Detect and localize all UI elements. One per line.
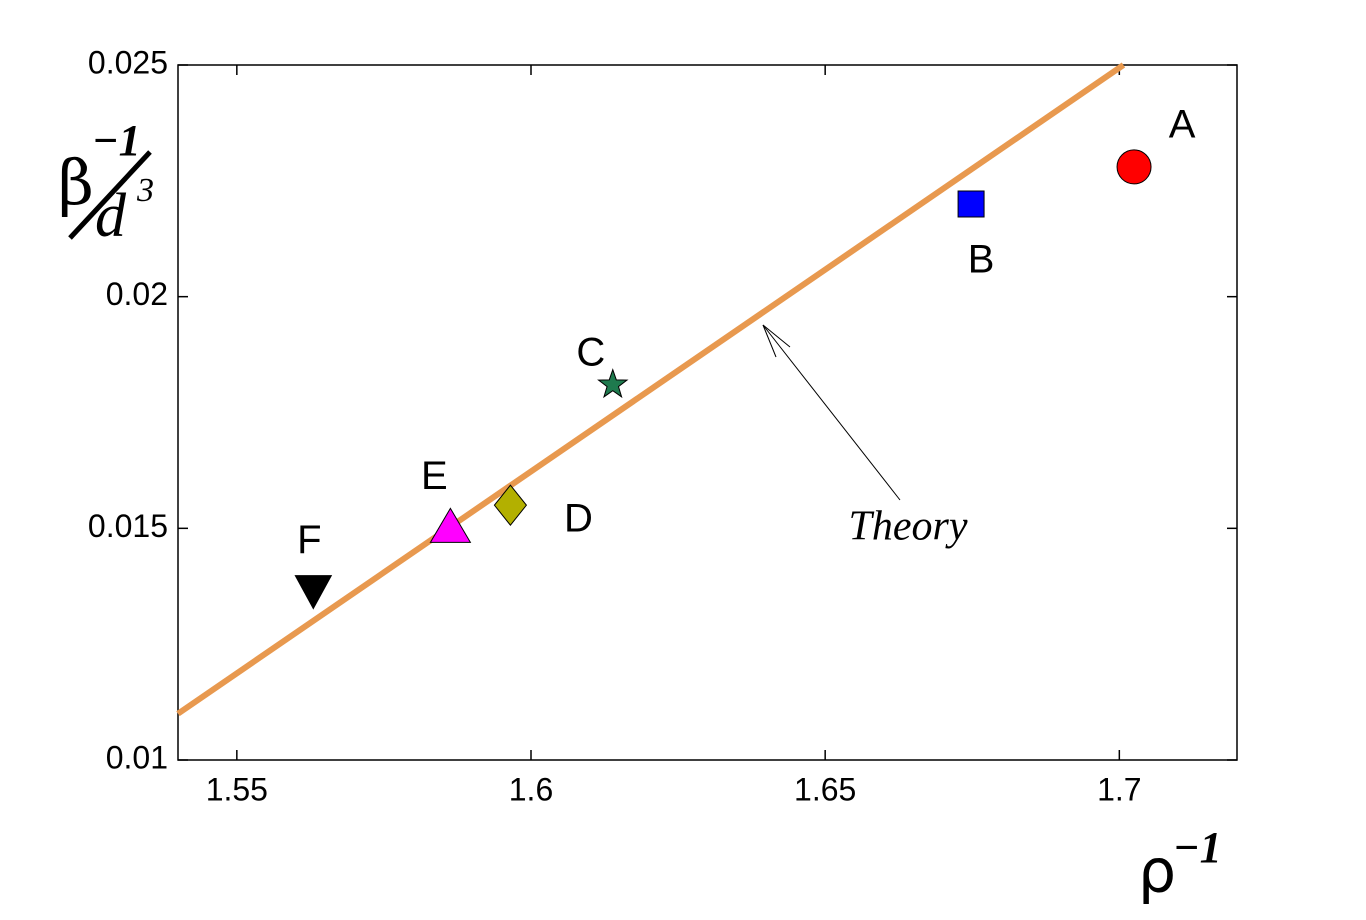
x-tick-label: 1.7 [1097,771,1141,807]
y-tick-label: 0.015 [88,508,168,544]
x-tick-label: 1.55 [206,771,268,807]
point-label: F [297,518,321,562]
annotation-text: Theory [849,504,968,550]
annotation-arrowhead [762,324,791,358]
marker [429,507,472,543]
y-label-slash [68,150,152,240]
marker [1116,149,1152,185]
y-tick-label: 0.02 [106,276,168,312]
x-tick-label: 1.6 [509,771,553,807]
point-label: C [576,330,605,374]
point-label: B [968,238,995,282]
x-label-base: ρ [1138,837,1176,907]
marker [294,575,333,610]
point-label: E [421,454,448,498]
y-label-numerator: β [58,146,94,219]
point-label: A [1169,102,1196,146]
marker [493,484,528,526]
marker [597,368,629,399]
x-label-sup: −1 [1173,823,1222,872]
y-axis-label: β −1 d 3 [58,116,154,250]
y-label-denominator-sup: 3 [136,172,154,209]
annotation-arrow [762,324,901,501]
point-label: D [564,497,593,541]
marker [957,190,985,218]
y-label-numerator-sup: −1 [92,116,141,165]
x-axis-label: ρ −1 [1138,823,1222,907]
x-tick-label: 1.65 [794,771,856,807]
y-label-denominator: d [95,182,127,250]
plot-frame [177,64,1238,761]
y-tick-label: 0.01 [106,739,168,775]
theory-line [176,62,1126,717]
y-tick-label: 0.025 [88,44,168,80]
